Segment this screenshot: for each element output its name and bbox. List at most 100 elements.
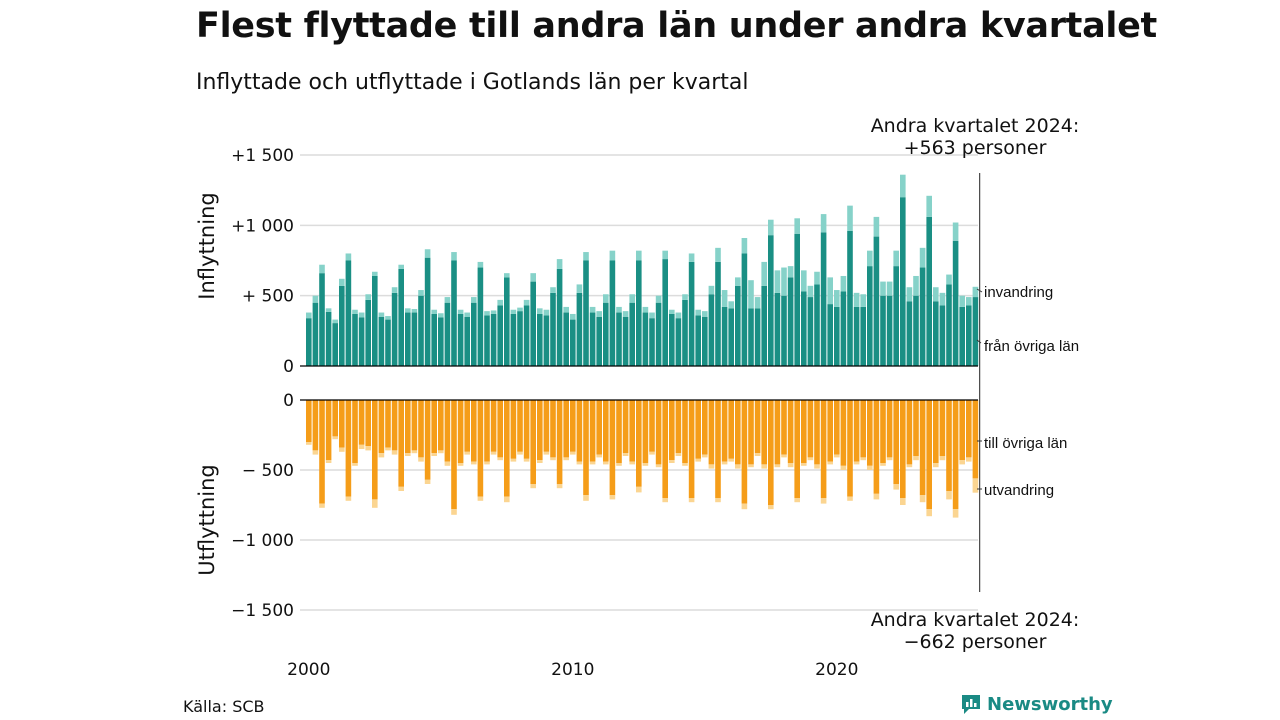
bar-outflow-emigration — [424, 479, 431, 484]
bar-outflow-domestic — [332, 400, 338, 437]
bar-inflow-domestic — [768, 235, 774, 366]
bar-outflow-domestic — [781, 400, 787, 455]
bar-inflow-immigration — [933, 287, 939, 302]
bar-outflow-emigration — [477, 496, 484, 501]
bar-outflow-emigration — [682, 463, 688, 466]
bar-inflow-immigration — [669, 309, 675, 314]
bar-inflow-immigration — [438, 313, 444, 318]
ytick-label-top: +1 000 — [231, 216, 294, 236]
bar-outflow-emigration — [708, 464, 715, 469]
bar-inflow-domestic — [847, 230, 853, 366]
bar-inflow-immigration — [847, 205, 853, 231]
bar-outflow-domestic — [827, 400, 833, 462]
bar-inflow-immigration — [926, 195, 932, 217]
bar-inflow-immigration — [372, 271, 378, 276]
bar-outflow-domestic — [774, 400, 781, 465]
bar-inflow-domestic — [504, 277, 510, 366]
bar-inflow-domestic — [880, 295, 886, 366]
bar-inflow-domestic — [398, 268, 404, 366]
bar-inflow-domestic — [893, 266, 899, 366]
bar-inflow-domestic — [629, 302, 635, 366]
bar-inflow-immigration — [616, 306, 622, 313]
bar-outflow-domestic — [926, 400, 932, 510]
bar-inflow-domestic — [471, 302, 477, 366]
bar-inflow-immigration — [596, 311, 602, 317]
bar-inflow-domestic — [939, 305, 946, 366]
bar-outflow-domestic — [550, 400, 556, 458]
bar-outflow-emigration — [900, 498, 906, 505]
bar-inflow-domestic — [530, 281, 536, 366]
bottom-gridlines: 0 − 500 −1 000 −1 500 — [231, 391, 978, 621]
bar-outflow-emigration — [352, 463, 358, 466]
bar-inflow-domestic — [306, 318, 312, 366]
bar-outflow-domestic — [840, 400, 847, 466]
bar-outflow-emigration — [385, 447, 391, 451]
bar-outflow-domestic — [517, 400, 523, 452]
bar-outflow-emigration — [319, 503, 325, 508]
bar-inflow-immigration — [972, 286, 979, 298]
bar-outflow-emigration — [358, 444, 365, 449]
bar-outflow-emigration — [801, 463, 807, 466]
bar-outflow-emigration — [827, 461, 833, 465]
bar-inflow-immigration — [867, 250, 873, 267]
bar-inflow-domestic — [952, 240, 959, 366]
bar-inflow-immigration — [636, 250, 642, 261]
outflow-bars — [306, 400, 979, 518]
bar-outflow-emigration — [464, 451, 470, 455]
bar-outflow-domestic — [563, 400, 569, 458]
bar-outflow-domestic — [807, 400, 814, 458]
bar-outflow-domestic — [688, 400, 695, 498]
bar-outflow-domestic — [721, 400, 728, 462]
bar-outflow-emigration — [622, 453, 629, 456]
bar-outflow-domestic — [504, 400, 510, 497]
bar-outflow-domestic — [761, 400, 767, 465]
bar-inflow-domestic — [411, 312, 418, 366]
bar-inflow-immigration — [464, 312, 470, 317]
bar-inflow-immigration — [365, 294, 371, 300]
bar-inflow-domestic — [853, 306, 860, 366]
bar-outflow-domestic — [510, 400, 517, 459]
bar-outflow-emigration — [840, 465, 847, 470]
bar-outflow-emigration — [563, 457, 569, 461]
bar-outflow-emigration — [814, 464, 820, 469]
bar-outflow-emigration — [820, 498, 827, 504]
bar-outflow-emigration — [629, 461, 635, 465]
bar-inflow-domestic — [906, 301, 913, 366]
bar-inflow-domestic — [405, 312, 411, 366]
bar-outflow-domestic — [358, 400, 365, 445]
bar-inflow-immigration — [391, 287, 398, 293]
bar-outflow-emigration — [556, 484, 563, 489]
bar-outflow-emigration — [642, 463, 649, 466]
bar-inflow-immigration — [457, 309, 464, 314]
bar-outflow-domestic — [972, 400, 979, 479]
bar-inflow-domestic — [919, 267, 926, 366]
bar-inflow-immigration — [827, 277, 833, 305]
bar-outflow-domestic — [853, 400, 860, 462]
bar-inflow-immigration — [801, 270, 807, 292]
bar-outflow-emigration — [728, 458, 734, 462]
bar-inflow-domestic — [596, 316, 602, 366]
bar-outflow-domestic — [768, 400, 774, 505]
bar-outflow-emigration — [596, 454, 602, 458]
bar-outflow-domestic — [735, 400, 741, 465]
bar-inflow-immigration — [761, 261, 767, 286]
bar-inflow-immigration — [398, 264, 404, 269]
bar-inflow-domestic — [418, 295, 424, 366]
bar-outflow-emigration — [688, 498, 695, 503]
bar-outflow-domestic — [609, 400, 616, 496]
bar-inflow-domestic — [735, 285, 741, 366]
bar-inflow-immigration — [477, 261, 484, 268]
bar-outflow-emigration — [543, 451, 550, 455]
bar-outflow-domestic — [589, 400, 596, 462]
bar-inflow-domestic — [391, 292, 398, 366]
bar-outflow-emigration — [794, 498, 800, 503]
bar-inflow-domestic — [339, 285, 345, 366]
bar-outflow-domestic — [471, 400, 477, 462]
bar-inflow-domestic — [867, 266, 873, 366]
bar-inflow-domestic — [319, 273, 325, 366]
series-label: från övriga län — [984, 338, 1079, 355]
bar-outflow-domestic — [537, 400, 543, 461]
bar-outflow-domestic — [675, 400, 682, 454]
bar-inflow-immigration — [794, 218, 800, 234]
bar-outflow-domestic — [886, 400, 893, 458]
